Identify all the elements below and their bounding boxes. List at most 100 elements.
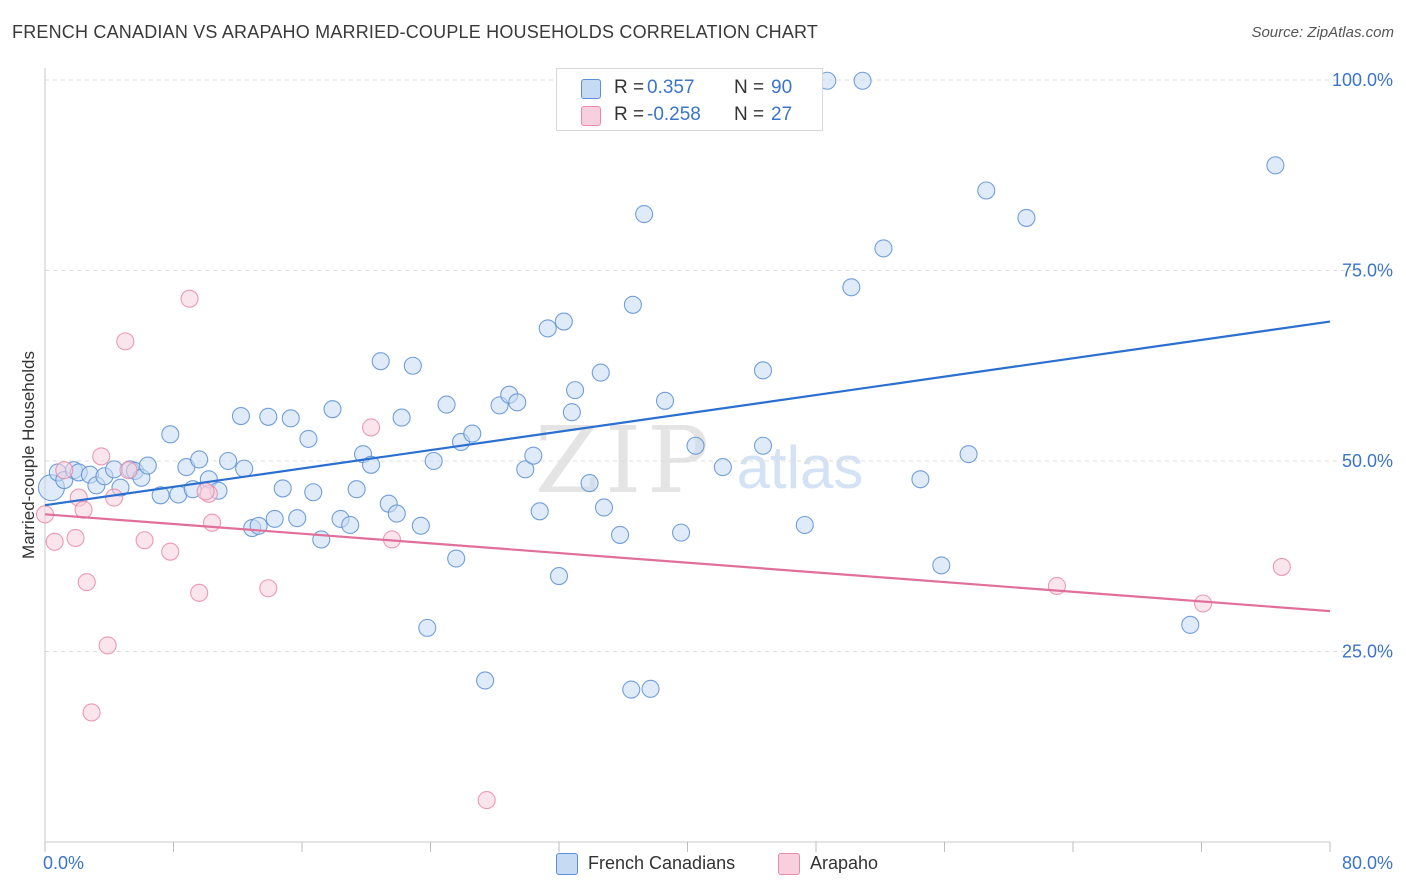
point-french-canadians — [219, 451, 238, 471]
point-french-canadians — [151, 486, 170, 505]
point-french-canadians — [437, 395, 456, 414]
point-arapaho — [82, 703, 101, 722]
axis-layer — [44, 68, 1331, 852]
point-arapaho — [1194, 594, 1213, 613]
point-french-canadians — [424, 451, 443, 471]
legend-swatch-pink — [778, 853, 800, 875]
legend-swatch-blue — [556, 853, 578, 875]
point-french-canadians — [387, 504, 406, 523]
point-french-canadians — [549, 567, 569, 586]
point-french-canadians — [288, 509, 307, 528]
point-french-canadians — [594, 498, 614, 517]
point-french-canadians — [753, 436, 773, 455]
trend-layer — [44, 320, 1331, 613]
y-tick-label: 75.0% — [1342, 261, 1393, 281]
point-french-canadians — [713, 458, 732, 477]
legend-label: French Canadians — [588, 853, 736, 873]
point-french-canadians — [580, 474, 599, 493]
point-french-canadians — [281, 409, 300, 428]
point-french-canadians — [235, 459, 254, 478]
legend-swatch-pink — [581, 106, 601, 126]
point-french-canadians — [591, 363, 610, 382]
point-french-canadians — [610, 525, 630, 544]
point-arapaho — [203, 513, 222, 532]
point-french-canadians — [530, 502, 549, 521]
point-french-canadians — [411, 516, 430, 535]
point-french-canadians — [842, 278, 861, 297]
point-french-canadians — [265, 509, 284, 528]
point-french-canadians — [641, 679, 660, 698]
r-value: 0.357 — [647, 77, 695, 98]
point-french-canadians — [299, 429, 318, 448]
point-french-canadians — [418, 618, 437, 637]
stats-row-french-canadians: R = 0.357 N = 90 — [557, 74, 822, 101]
point-arapaho — [45, 532, 64, 551]
r-value: -0.258 — [647, 104, 701, 125]
stats-row-arapaho: R = -0.258 N = 27 — [557, 101, 822, 128]
chart-title: FRENCH CANADIAN VS ARAPAHO MARRIED-COUPL… — [12, 22, 819, 42]
point-french-canadians — [341, 515, 360, 535]
y-tick-label: 100.0% — [1332, 70, 1393, 90]
r-label: R = — [614, 104, 645, 125]
legend-label: Arapaho — [810, 853, 879, 873]
point-french-canadians — [672, 523, 691, 542]
point-french-canadians — [362, 455, 381, 474]
point-arapaho — [180, 289, 199, 308]
point-arapaho — [92, 447, 111, 466]
point-french-canadians — [622, 680, 641, 699]
point-french-canadians — [190, 450, 209, 469]
point-french-canadians — [635, 205, 654, 224]
x-tick-label: 80.0% — [1342, 853, 1393, 873]
point-french-canadians — [304, 483, 323, 502]
point-french-canadians — [273, 479, 292, 498]
tick-label-layer: 25.0% 50.0% 75.0% 100.0% 0.0% 80.0% — [43, 70, 1393, 873]
y-tick-label: 25.0% — [1342, 642, 1393, 662]
point-arapaho — [55, 461, 74, 480]
grid-layer — [45, 79, 1365, 652]
point-french-canadians — [508, 393, 527, 412]
point-french-canadians — [447, 549, 466, 568]
point-arapaho — [259, 579, 278, 598]
point-french-canadians — [403, 356, 422, 375]
point-french-canadians — [686, 436, 705, 455]
point-french-canadians — [312, 530, 331, 549]
point-french-canadians — [524, 446, 543, 465]
trendline-french-canadians — [44, 320, 1331, 507]
point-french-canadians — [753, 361, 773, 380]
legend-swatch-blue — [581, 79, 601, 99]
point-arapaho — [119, 461, 138, 480]
stats-legend: R = 0.357 N = 90 R = -0.258 N = 27 — [556, 68, 823, 131]
point-french-canadians — [1017, 208, 1036, 227]
n-label: N = — [734, 77, 765, 98]
point-french-canadians — [392, 408, 411, 427]
point-french-canadians — [538, 319, 557, 338]
y-tick-label: 50.0% — [1342, 451, 1393, 471]
point-arapaho — [161, 542, 180, 561]
point-french-canadians — [623, 295, 642, 314]
point-french-canadians — [562, 403, 581, 422]
point-french-canadians — [231, 406, 251, 426]
point-french-canadians — [463, 424, 482, 443]
point-french-canadians — [347, 480, 366, 499]
point-french-canadians — [932, 556, 951, 575]
point-arapaho — [196, 482, 215, 501]
point-arapaho — [77, 573, 96, 592]
point-arapaho — [477, 791, 496, 810]
point-french-canadians — [516, 460, 535, 479]
point-french-canadians — [959, 445, 978, 464]
point-arapaho — [105, 488, 124, 507]
point-arapaho — [1272, 557, 1291, 576]
point-french-canadians — [161, 425, 180, 444]
x-tick-label: 0.0% — [43, 853, 84, 873]
n-value: 90 — [771, 77, 793, 98]
point-french-canadians — [371, 352, 390, 371]
point-arapaho — [116, 332, 135, 351]
point-french-canadians — [138, 456, 157, 475]
point-arapaho — [362, 418, 381, 437]
point-french-canadians — [795, 515, 814, 535]
point-arapaho — [190, 583, 209, 602]
point-french-canadians — [554, 312, 573, 331]
point-french-canadians — [1181, 615, 1200, 634]
point-french-canadians — [874, 239, 893, 258]
